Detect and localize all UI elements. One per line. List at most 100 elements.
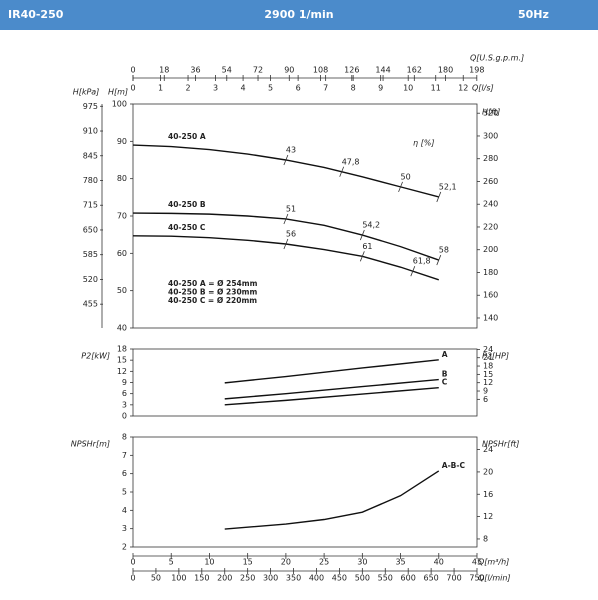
efficiency-title: η [%]	[413, 139, 434, 148]
y-tick-label: 780	[83, 176, 98, 185]
x-tick-label: 8	[351, 84, 356, 93]
y-tick-label: 16	[483, 490, 493, 499]
y-tick-label: 15	[117, 356, 127, 365]
x-tick-label: 18	[159, 66, 169, 75]
curve-label: A	[442, 350, 448, 359]
efficiency-mark	[398, 181, 403, 193]
x-tick-label: 6	[296, 84, 301, 93]
y-tick-label: 320	[483, 109, 498, 118]
y-tick-label: 90	[117, 137, 127, 146]
x-tick-label: 72	[253, 66, 263, 75]
y-tick-label: 9	[483, 387, 488, 396]
x-axis-title: Q[l/min]	[478, 574, 511, 583]
y-tick-label: 12	[117, 367, 127, 376]
y-tick-label: 715	[83, 201, 98, 210]
x-tick-label: 0	[130, 84, 135, 93]
y-tick-label: 160	[483, 291, 498, 300]
x-tick-label: 650	[423, 574, 438, 583]
x-axis-title: Q[U.S.g.p.m.]	[470, 54, 524, 63]
y-tick-label: 260	[483, 177, 498, 186]
y-axis-title: P2[HP]	[482, 352, 509, 361]
x-tick-label: 36	[190, 66, 200, 75]
efficiency-label: 54,2	[362, 221, 380, 230]
y-tick-label: 300	[483, 131, 498, 140]
y-tick-label: 3	[122, 524, 127, 533]
x-tick-label: 108	[313, 66, 328, 75]
curve	[132, 235, 439, 281]
y-axis-title: H[m]	[108, 88, 128, 97]
curve	[224, 470, 440, 530]
curve-label: 40-250 B	[168, 200, 206, 209]
header-bar	[0, 0, 598, 30]
x-tick-label: 700	[446, 574, 461, 583]
efficiency-mark	[283, 238, 289, 250]
y-axis-title: H[ft]	[482, 108, 500, 117]
y-tick-label: 455	[83, 300, 98, 309]
x-tick-label: 40	[434, 558, 444, 567]
y-tick-label: 200	[483, 245, 498, 254]
x-tick-label: 12	[458, 84, 468, 93]
efficiency-label: 56	[286, 230, 296, 239]
efficiency-label: 61	[362, 242, 372, 251]
x-tick-label: 750	[469, 574, 484, 583]
y-axis-title: P2[kW]	[81, 352, 110, 361]
x-tick-label: 550	[378, 574, 393, 583]
x-tick-label: 300	[263, 574, 278, 583]
x-tick-label: 180	[438, 66, 453, 75]
x-tick-label: 35	[395, 558, 405, 567]
y-tick-label: 220	[483, 222, 498, 231]
y-tick-label: 8	[483, 534, 488, 543]
y-axis-title: NPSHr[m]	[71, 440, 110, 449]
x-tick-label: 54	[222, 66, 232, 75]
x-tick-label: 90	[284, 66, 294, 75]
note: 40-250 B = Ø 230mm	[168, 288, 257, 297]
frequency: 50Hz	[518, 8, 549, 21]
y-tick-label: 650	[83, 225, 98, 234]
efficiency-mark	[436, 254, 442, 266]
plot-frame	[132, 436, 478, 548]
y-tick-label: 845	[83, 151, 98, 160]
y-tick-label: 280	[483, 154, 498, 163]
y-tick-label: 910	[83, 127, 98, 136]
x-tick-label: 2	[185, 84, 190, 93]
curve-label: 40-250 C	[168, 223, 206, 232]
x-tick-label: 5	[268, 84, 273, 93]
y-tick-label: 975	[83, 102, 98, 111]
y-tick-label: 24	[483, 445, 493, 454]
y-tick-label: 20	[483, 467, 493, 476]
efficiency-label: 61,8	[413, 257, 431, 266]
y-axis-title: H[kPa]	[73, 88, 100, 97]
efficiency-label: 58	[439, 246, 449, 255]
y-tick-label: 7	[122, 451, 127, 460]
curve-label: C	[442, 378, 448, 387]
y-tick-label: 8	[122, 433, 127, 442]
y-tick-label: 3	[122, 400, 127, 409]
x-tick-label: 5	[169, 558, 174, 567]
x-tick-label: 7	[323, 84, 328, 93]
x-tick-label: 10	[403, 84, 413, 93]
efficiency-mark	[436, 191, 442, 203]
note: 40-250 C = Ø 220mm	[168, 296, 257, 305]
y-tick-label: 5	[122, 488, 127, 497]
x-tick-label: 250	[240, 574, 255, 583]
x-tick-label: 0	[130, 558, 135, 567]
x-tick-label: 30	[357, 558, 367, 567]
y-tick-label: 80	[117, 174, 127, 183]
y-tick-label: 4	[122, 506, 127, 515]
y-axis-title: NPSHr[ft]	[482, 440, 519, 449]
x-tick-label: 150	[194, 574, 209, 583]
y-tick-label: 12	[483, 378, 493, 387]
x-tick-label: 144	[375, 66, 390, 75]
y-tick-label: 50	[117, 286, 127, 295]
y-tick-label: 15	[483, 370, 493, 379]
efficiency-mark	[283, 154, 289, 166]
y-tick-label: 180	[483, 268, 498, 277]
y-tick-label: 60	[117, 249, 127, 258]
x-tick-label: 25	[319, 558, 329, 567]
efficiency-mark	[359, 229, 365, 241]
y-tick-label: 21	[483, 353, 493, 362]
y-tick-label: 6	[483, 395, 488, 404]
y-tick-label: 18	[117, 345, 127, 354]
x-tick-label: 9	[378, 84, 383, 93]
